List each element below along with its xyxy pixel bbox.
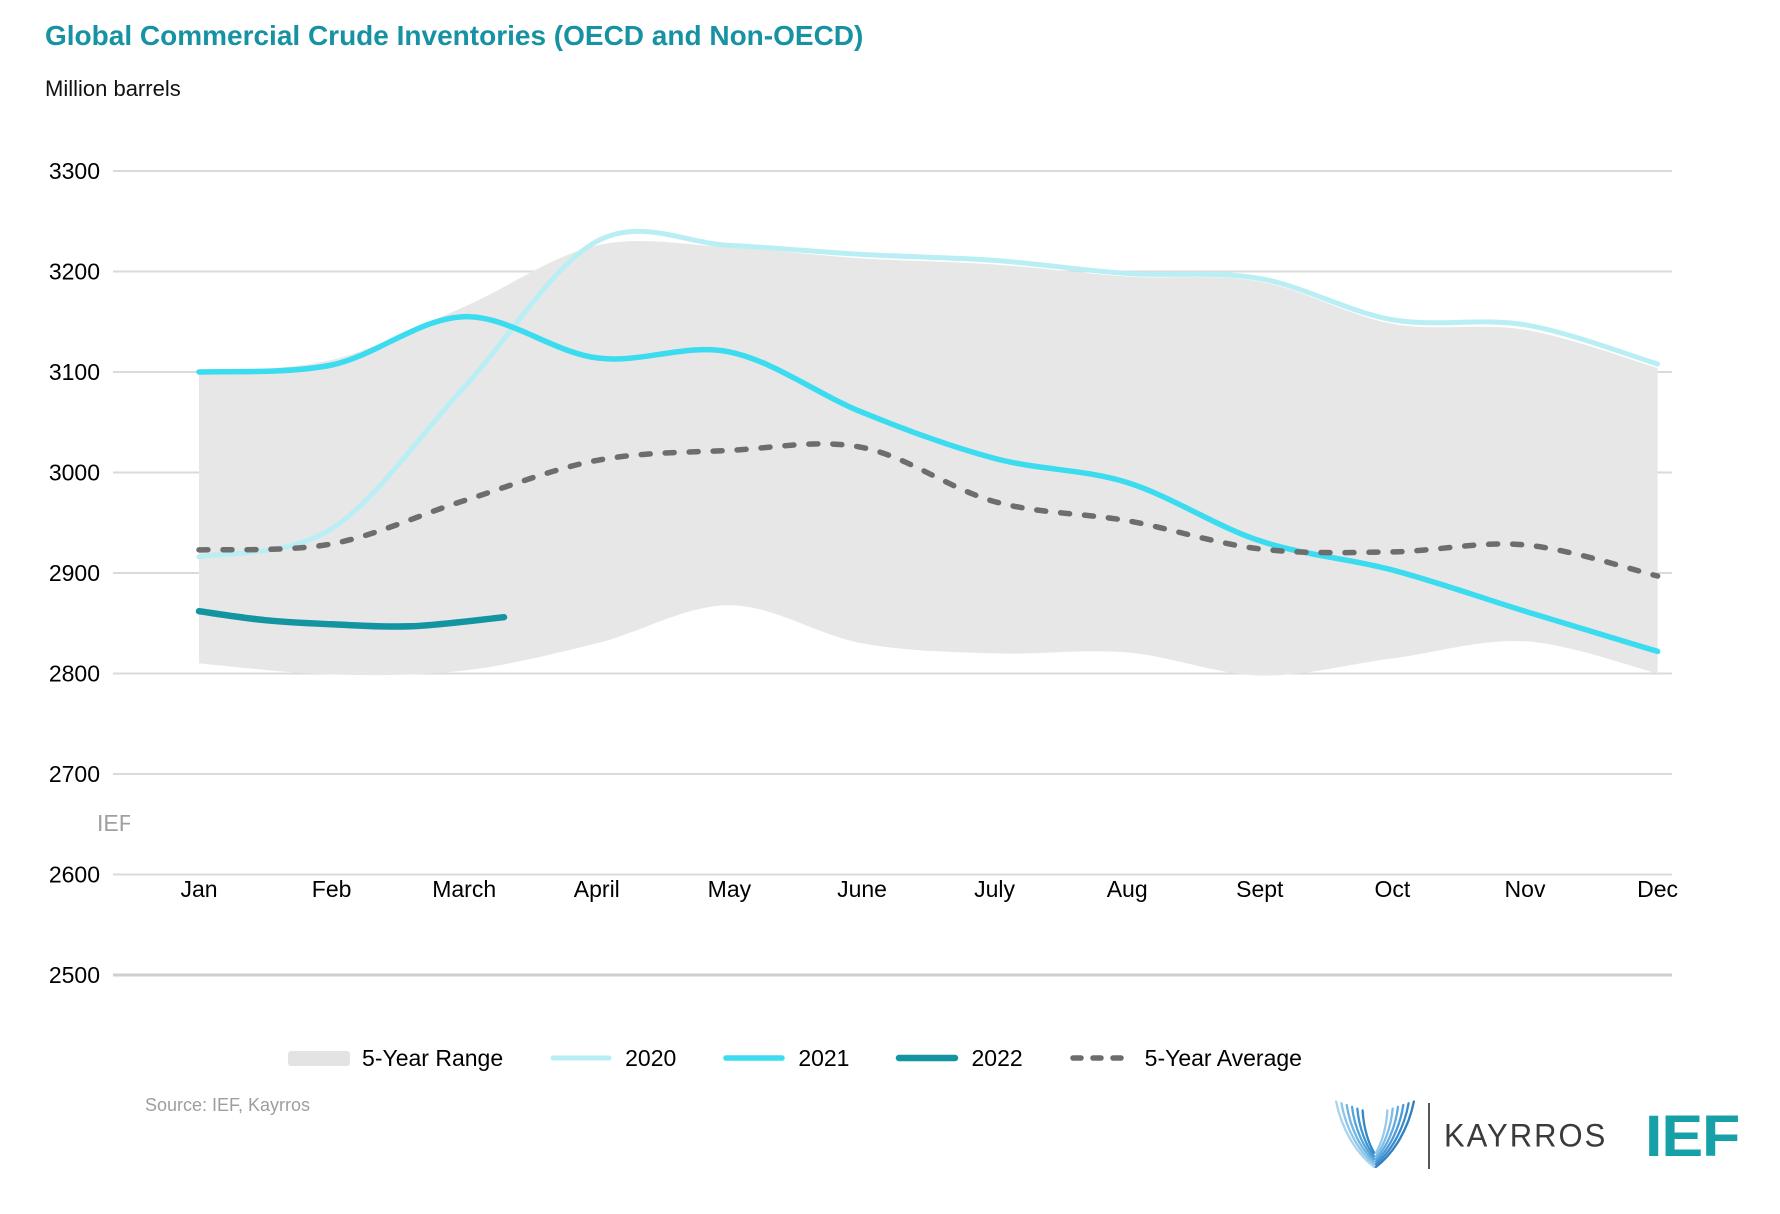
line-2021-swatch-icon (723, 1055, 786, 1061)
y-axis-label: 2800 (49, 661, 100, 687)
ief-watermark: IEF (97, 810, 130, 836)
legend-label: 2020 (625, 1044, 677, 1071)
y-axis-label: 3200 (49, 259, 100, 285)
legend-label: 2022 (971, 1044, 1023, 1071)
legend-item-average: 5-Year Average (1069, 1045, 1302, 1072)
legend-item-2022: 2022 (895, 1044, 1023, 1072)
legend-label: 5-Year Range (362, 1044, 504, 1071)
logo-divider (1428, 1103, 1430, 1169)
chart-legend: 5-Year Range 2020 2021 2022 5-Year Avera… (115, 1038, 1475, 1078)
kayrros-wing-icon (1334, 1100, 1416, 1169)
x-axis-label: Sept (1236, 876, 1284, 902)
x-axis-label: May (708, 876, 752, 902)
legend-item-2021: 2021 (722, 1045, 849, 1072)
range-swatch-icon (288, 1050, 351, 1066)
x-axis-label: June (837, 876, 887, 902)
y-axis-units-label: Million barrels (45, 76, 181, 101)
footer-logos: KAYRROS IEF (1330, 1098, 1741, 1174)
legend-label: 2021 (798, 1044, 850, 1071)
y-axis-label: 3100 (49, 359, 100, 385)
y-axis-label: 2600 (49, 862, 100, 888)
x-axis-label: July (974, 876, 1015, 902)
series-line-2022 (195, 607, 508, 630)
x-axis-label: Dec (1637, 876, 1678, 902)
x-axis-label: Oct (1375, 876, 1411, 902)
y-axis-label: 3000 (49, 460, 100, 486)
legend-item-range: 5-Year Range (288, 1045, 503, 1072)
legend-label: 5-Year Average (1144, 1044, 1302, 1071)
source-note: Source: IEF, Kayrros (145, 1095, 311, 1115)
y-axis-label: 3300 (49, 158, 100, 184)
chart-title: Global Commercial Crude Inventories (OEC… (45, 20, 864, 51)
dashed-average-swatch-icon (1069, 1055, 1132, 1061)
x-axis-label: Aug (1107, 876, 1148, 902)
x-axis-label: March (432, 876, 496, 902)
series-line-2020 (196, 228, 1661, 560)
kayrros-logo-text: KAYRROS (1444, 1117, 1608, 1154)
x-axis-label: Jan (180, 876, 217, 902)
line-2022-swatch-icon (896, 1054, 959, 1062)
five-year-range-band (199, 241, 1658, 676)
x-axis-label: April (574, 876, 620, 902)
ief-logo-text: IEF (1645, 1103, 1740, 1169)
line-2020-swatch-icon (550, 1055, 612, 1061)
x-axis-label: Feb (312, 876, 352, 902)
y-axis-label: 2500 (49, 962, 100, 988)
legend-item-2020: 2020 (549, 1045, 676, 1072)
series-line-2021 (196, 313, 1661, 655)
y-axis-label: 2700 (49, 761, 100, 787)
y-axis-label: 2900 (49, 560, 100, 586)
x-axis-label: Nov (1505, 876, 1546, 902)
series-line-5-year-average (196, 441, 1661, 579)
